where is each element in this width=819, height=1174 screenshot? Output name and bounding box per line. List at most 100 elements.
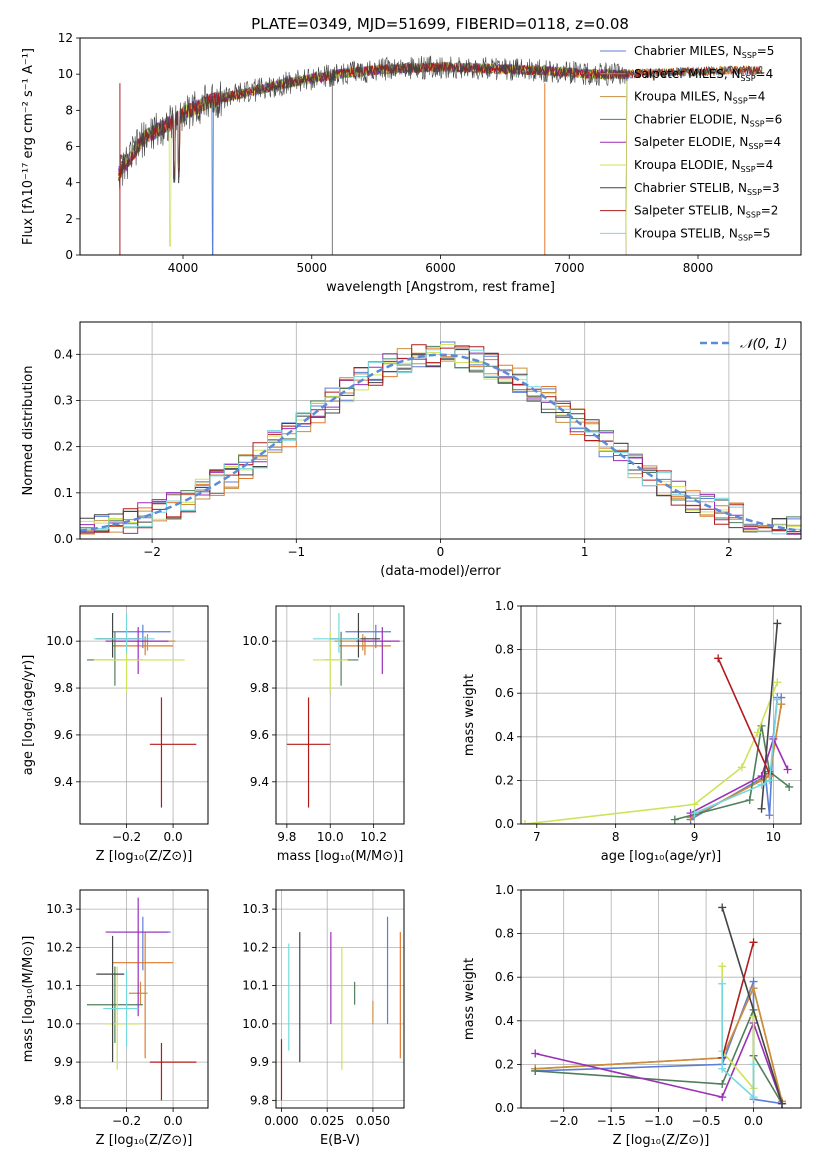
y-tick-label: 0.0 [54, 532, 73, 546]
y-axis-label: age [log₁₀(age/yr)] [21, 655, 36, 776]
plot-frame [79, 605, 209, 825]
weight-marker [773, 619, 782, 628]
legend-label: Salpeter ELODIE, NSSP=4 [634, 135, 781, 151]
grid [276, 890, 404, 1108]
weight-marker [749, 938, 758, 947]
y-tick-label: 0.8 [495, 927, 514, 941]
weight-marker [773, 695, 782, 704]
x-axis-label: Z [log₁₀(Z/Z⊙)] [613, 1133, 710, 1148]
x-tick-label: 10.2 [360, 830, 387, 844]
age-vs-mass-chart: 9.8 10.0 10.2 9.4 9.6 9.8 10.0 mass [log₁₀(M/M⊙… [242, 605, 405, 864]
weight-marker [757, 804, 766, 813]
x-axis-label: mass [log₁₀(M/M⊙)] [277, 849, 404, 864]
grid [521, 889, 801, 1109]
x-tick-label: 0.000 [264, 1114, 298, 1128]
x-tick-label: 6000 [425, 261, 456, 275]
weight-marker [737, 763, 746, 772]
figure-title: PLATE=0349, MJD=51699, FIBERID=0118, z=0… [251, 15, 629, 33]
y-tick-label: 0.3 [54, 393, 73, 407]
plot-area [286, 613, 400, 808]
spectrum-chart: 4000 5000 6000 7000 8000 0 2 4 6 8 10 12 wavelength … [21, 31, 802, 295]
legend-label-text: Chabrier ELODIE, N [634, 112, 750, 126]
age-vs-metallicity-chart: −0.2 0.0 9.4 9.6 9.8 10.0 Z [log₁₀(Z/Z⊙)] age [… [21, 605, 209, 864]
y-tick-label: 2 [65, 212, 73, 226]
legend-label-text: Salpeter MILES, N [634, 67, 741, 81]
weight-line [690, 736, 789, 814]
weight-marker [765, 776, 774, 785]
legend-label-sub: SSP [733, 97, 748, 106]
x-tick-label: 0.0 [164, 830, 183, 844]
x-axis-label: (data-model)/error [380, 564, 501, 579]
weight-marker [749, 1093, 758, 1102]
y-axis-label: mass weight [462, 958, 477, 1040]
y-tick-label: 9.8 [250, 1093, 269, 1107]
weight-marker [718, 903, 727, 912]
weight-line [721, 942, 755, 1059]
weight-line [721, 966, 755, 1091]
y-tick-label: 0.8 [495, 643, 514, 657]
mass-vs-metallicity-chart: −0.2 0.0 9.8 9.9 10.0 10.1 10.2 10.3 Z [log₁₀(Z/… [21, 889, 209, 1148]
legend-label-sub: SSP [747, 188, 762, 197]
y-tick-label: 0.6 [495, 686, 514, 700]
x-tick-label: 7 [533, 830, 541, 844]
plot-area [86, 897, 197, 1101]
weight-marker [718, 962, 727, 971]
weight-marker [718, 979, 727, 988]
y-tick-label: 9.6 [250, 728, 269, 742]
legend-label-sub: SSP [750, 119, 765, 128]
legend-label-text: Kroupa MILES, N [634, 90, 733, 104]
legend-label: Chabrier ELODIE, NSSP=6 [634, 112, 782, 128]
weight-marker [718, 1093, 727, 1102]
spectrum-line [118, 61, 628, 255]
y-tick-label: 10.0 [242, 1017, 269, 1031]
y-tick-label: 6 [65, 140, 73, 154]
legend-label-count: =6 [765, 112, 783, 126]
y-tick-label: 0.6 [495, 970, 514, 984]
x-tick-label: 2 [725, 545, 733, 559]
x-tick-label: −2.0 [549, 1114, 578, 1128]
legend-label-sub: SSP [742, 51, 757, 60]
y-tick-label: 8 [65, 103, 73, 117]
y-tick-label: 4 [65, 176, 73, 190]
plot-frame [520, 605, 802, 825]
y-tick-label: 10.1 [242, 979, 269, 993]
plot-area [531, 903, 787, 1108]
weight-marker [778, 1099, 787, 1108]
spectrum-line [118, 55, 763, 190]
weight-marker [749, 1060, 758, 1069]
grid [521, 605, 801, 825]
y-tick-label: 9.8 [54, 1093, 73, 1107]
weight-marker [783, 765, 792, 774]
legend-label-count: =2 [761, 204, 779, 218]
weight-line [674, 725, 790, 821]
y-tick-label: 9.6 [54, 728, 73, 742]
weight-marker [670, 815, 679, 824]
y-axis-label: mass [log₁₀(M/M⊙)] [21, 936, 36, 1063]
x-tick-label: −2 [143, 545, 161, 559]
x-tick-label: 4000 [168, 261, 199, 275]
weight-marker [777, 700, 786, 709]
weight-marker [714, 654, 723, 663]
legend-label: Kroupa ELODIE, NSSP=4 [634, 158, 773, 174]
legend-label: Salpeter STELIB, NSSP=2 [634, 204, 778, 220]
legend-label-count: =4 [763, 135, 781, 149]
legend-label-text: Salpeter STELIB, N [634, 204, 746, 218]
weight-marker [749, 984, 758, 993]
weight-marker [757, 780, 766, 789]
plot-frame [79, 321, 802, 540]
legend-label-sub: SSP [738, 233, 753, 242]
y-tick-label: 0.4 [54, 347, 73, 361]
spectrum-line [118, 60, 628, 255]
legend: 𝒩(0, 1) [700, 337, 787, 352]
legend-label-sub: SSP [741, 165, 756, 174]
y-tick-label: 0.0 [495, 1101, 514, 1115]
gauss-curve [80, 353, 801, 533]
legend-label: Chabrier MILES, NSSP=5 [634, 44, 774, 60]
mass-vs-ebv-chart: 0.000 0.025 0.050 9.8 9.9 10.0 10.1 10.2 10.3 E(B… [242, 889, 405, 1148]
x-tick-label: −0.5 [692, 1114, 721, 1128]
legend-label-count: =5 [757, 44, 775, 58]
y-tick-label: 0 [65, 248, 73, 262]
y-axis-label: Flux [fλ10⁻¹⁷ erg cm⁻² s⁻¹ A⁻¹] [21, 48, 36, 245]
weight-marker [690, 800, 699, 809]
